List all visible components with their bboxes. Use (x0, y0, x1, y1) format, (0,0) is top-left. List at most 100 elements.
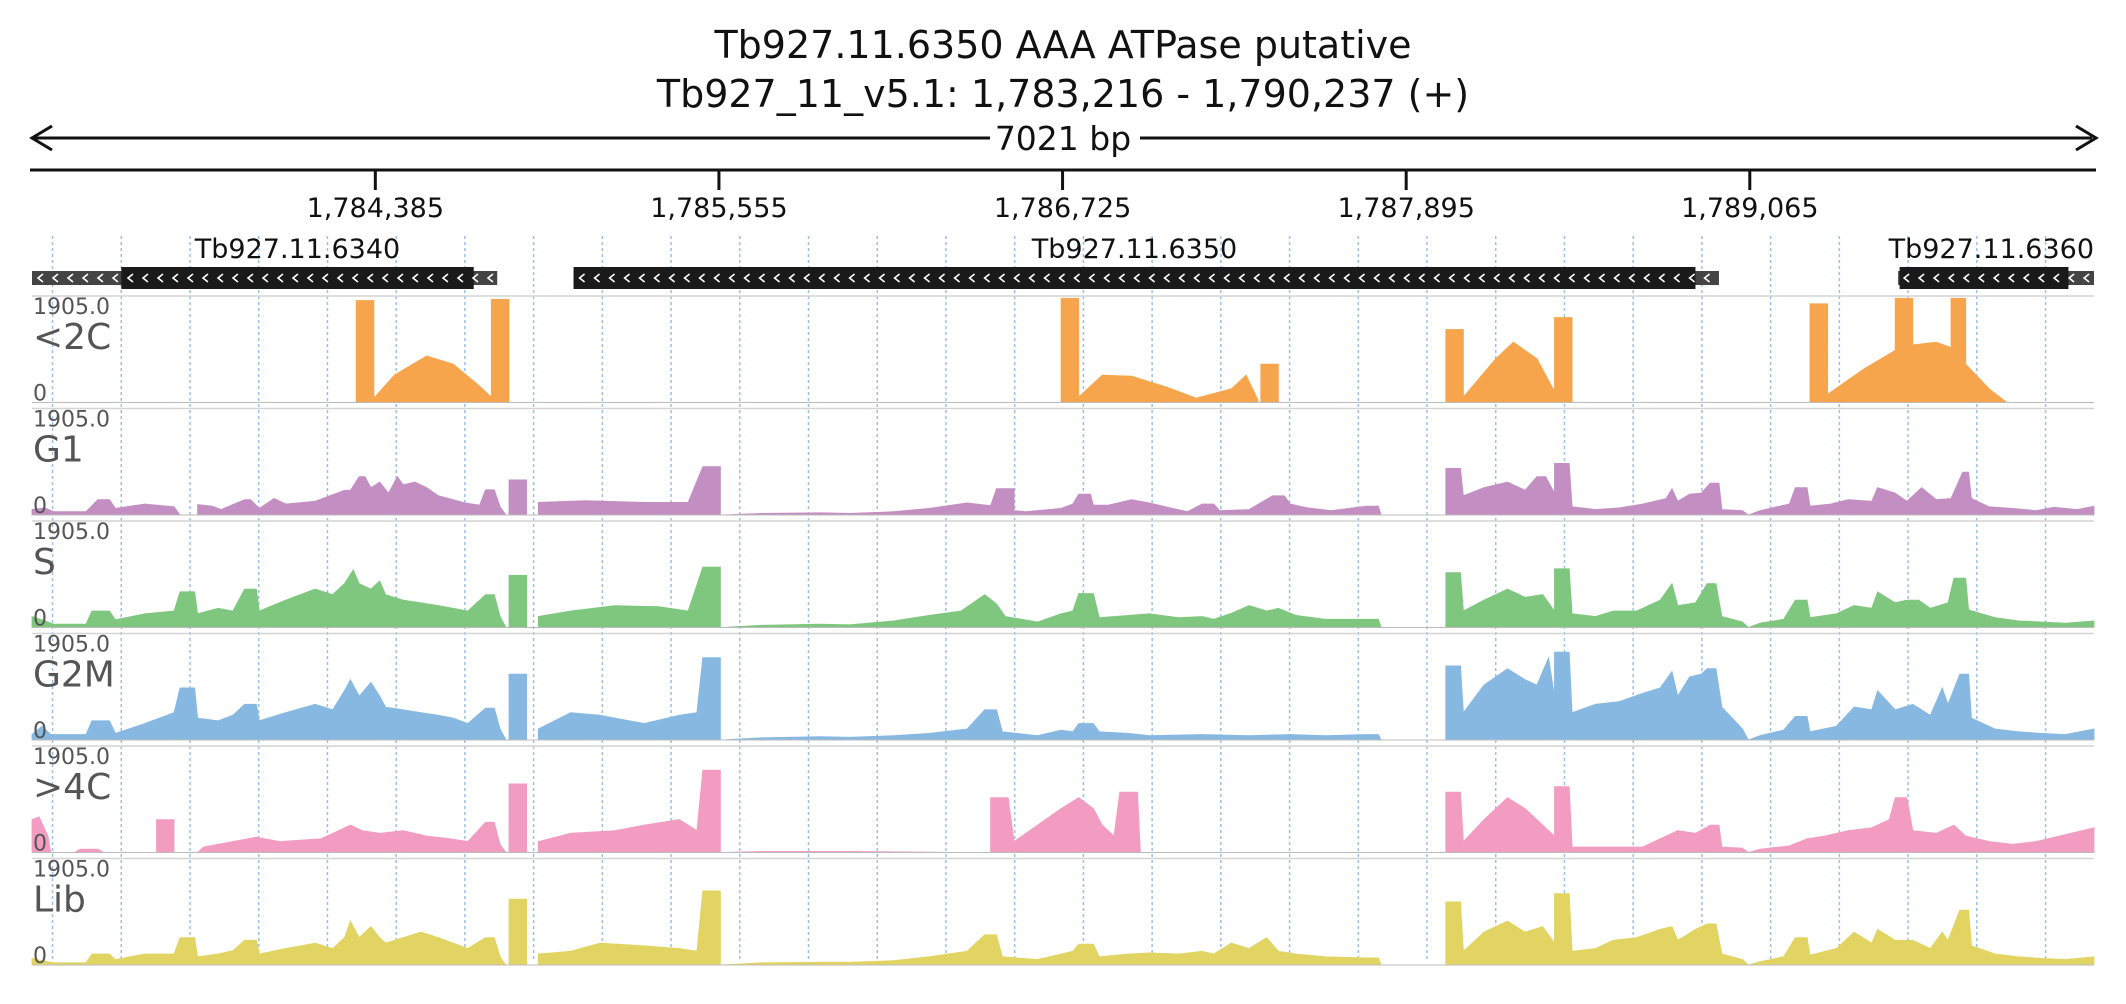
strand-chevron (36, 273, 44, 283)
strand-chevron (1598, 273, 1606, 283)
gene-cds (121, 267, 474, 289)
strand-chevron (953, 273, 961, 283)
strand-chevron (1163, 273, 1171, 283)
track-ymax-label: 1905.0 (33, 858, 110, 883)
coverage-area (31, 463, 2095, 516)
strand-chevron (1178, 273, 1186, 283)
strand-chevron (261, 273, 269, 283)
strand-chevron (1088, 273, 1096, 283)
strand-chevron (1358, 273, 1366, 283)
strand-chevron (1673, 273, 1681, 283)
strand-chevron (111, 273, 119, 283)
strand-chevron (381, 273, 389, 283)
strand-chevron (1917, 273, 1925, 283)
strand-chevron (441, 273, 449, 283)
strand-chevron (291, 273, 299, 283)
strand-chevron (1253, 273, 1261, 283)
strand-chevron (1223, 273, 1231, 283)
strand-chevron (578, 273, 586, 283)
strand-chevron (1373, 273, 1381, 283)
strand-chevron (201, 273, 209, 283)
strand-chevron (1313, 273, 1321, 283)
track-ymin-label: 0 (33, 944, 47, 969)
gene-title: Tb927.11.6350 AAA ATPase putative (713, 23, 1411, 67)
track-ymax-label: 1905.0 (33, 520, 110, 545)
axis-tick-label: 1,789,065 (1681, 193, 1818, 224)
strand-chevron (1103, 273, 1111, 283)
strand-chevron (1448, 273, 1456, 283)
strand-chevron (683, 273, 691, 283)
strand-chevron (1013, 273, 1021, 283)
track-name: G2M (33, 655, 115, 696)
strand-chevron (593, 273, 601, 283)
strand-chevron (998, 273, 1006, 283)
strand-chevron (1703, 273, 1711, 283)
strand-chevron (1688, 273, 1696, 283)
coverage-area (31, 651, 2095, 741)
strand-chevron (1538, 273, 1546, 283)
axis-tick-label: 1,785,555 (650, 193, 787, 224)
strand-chevron (321, 273, 329, 283)
strand-chevron (1478, 273, 1486, 283)
locus-label: Tb927_11_v5.1: 1,783,216 - 1,790,237 (+) (656, 72, 1469, 116)
strand-chevron (1298, 273, 1306, 283)
strand-chevron (411, 273, 419, 283)
track-ymax-label: 1905.0 (33, 295, 110, 320)
track-name: >4C (33, 767, 111, 808)
strand-chevron (743, 273, 751, 283)
strand-chevron (2007, 273, 2015, 283)
strand-chevron (1992, 273, 2000, 283)
strand-chevron (96, 273, 104, 283)
strand-chevron (1628, 273, 1636, 283)
track-ymin-label: 0 (33, 494, 47, 519)
span-arrow-right-head (2075, 124, 2099, 152)
gene-label: Tb927.11.6340 (194, 234, 400, 265)
strand-chevron (758, 273, 766, 283)
strand-chevron (1403, 273, 1411, 283)
track-ymax-label: 1905.0 (33, 408, 110, 433)
strand-chevron (171, 273, 179, 283)
strand-chevron (1902, 273, 1910, 283)
axis-tick-label: 1,786,725 (994, 193, 1131, 224)
coverage-area (31, 769, 2095, 853)
strand-chevron (2022, 273, 2030, 283)
coverage-area (31, 890, 2095, 966)
strand-chevron (66, 273, 74, 283)
strand-chevron (1433, 273, 1441, 283)
strand-chevron (1328, 273, 1336, 283)
strand-chevron (1343, 273, 1351, 283)
track-ymin-label: 0 (33, 719, 47, 744)
strand-chevron (1977, 273, 1985, 283)
gene-label: Tb927.11.6350 (1031, 234, 1237, 265)
span-label: 7021 bp (995, 119, 1131, 158)
strand-chevron (1283, 273, 1291, 283)
strand-chevron (788, 273, 796, 283)
strand-chevron (306, 273, 314, 283)
strand-chevron (653, 273, 661, 283)
strand-chevron (638, 273, 646, 283)
strand-chevron (156, 273, 164, 283)
gene-models: Tb927.11.6340 Tb927.11.6350 Tb927.11.6360 (32, 234, 2094, 289)
strand-chevron (396, 273, 404, 283)
strand-chevron (1073, 273, 1081, 283)
strand-chevron (231, 273, 239, 283)
track-ymax-label: 1905.0 (33, 745, 110, 770)
span-arrow: 7021 bp (29, 119, 2099, 158)
strand-chevron (803, 273, 811, 283)
strand-chevron (713, 273, 721, 283)
strand-chevron (486, 273, 494, 283)
track-name: G1 (33, 430, 84, 471)
strand-chevron (1133, 273, 1141, 283)
strand-chevron (471, 273, 479, 283)
track-name: S (33, 542, 56, 583)
strand-chevron (1568, 273, 1576, 283)
strand-chevron (698, 273, 706, 283)
strand-chevron (1643, 273, 1651, 283)
strand-chevron (2052, 273, 2060, 283)
axis-tick-label: 1,787,895 (1337, 193, 1474, 224)
strand-chevron (1613, 273, 1621, 283)
strand-chevron (623, 273, 631, 283)
track-ymin-label: 0 (33, 382, 47, 407)
gene-label: Tb927.11.6360 (1888, 234, 2094, 265)
